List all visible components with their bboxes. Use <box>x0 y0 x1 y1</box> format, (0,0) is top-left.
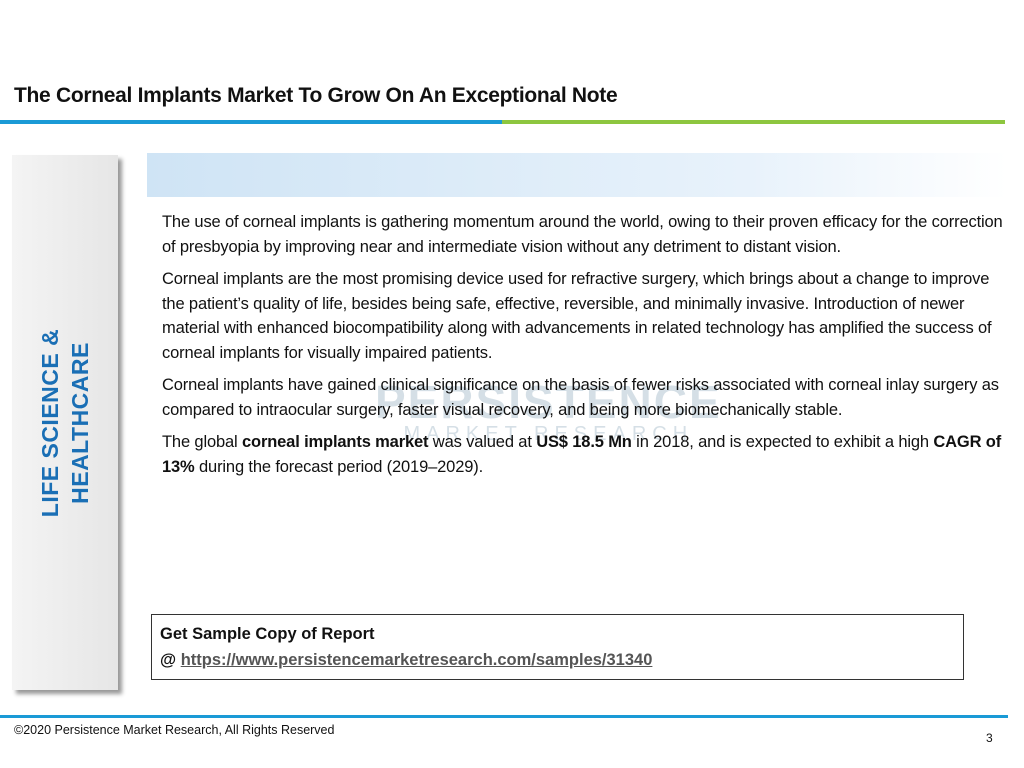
text-run: The global <box>162 433 242 451</box>
paragraph: Corneal implants are the most promising … <box>162 267 1007 365</box>
sample-heading: Get Sample Copy of Report <box>160 625 375 643</box>
header-band <box>147 153 1007 197</box>
text-run: Corneal implants are the most promising … <box>162 270 992 362</box>
watermark: PERSISTENCE MARKET RESEARCH <box>375 375 722 446</box>
footer-line <box>0 715 1008 718</box>
page-number: 3 <box>986 731 993 745</box>
title-bar-blue <box>0 120 502 124</box>
text-run: was valued at <box>428 433 537 451</box>
text-run: The use of corneal implants is gathering… <box>162 213 1003 256</box>
sidebar-label: LIFE SCIENCE & HEALTHCARE <box>12 155 118 690</box>
sample-box: Get Sample Copy of Report @ https://www.… <box>151 614 964 680</box>
body-text: The use of corneal implants is gathering… <box>162 210 1007 487</box>
bold-run: corneal implants market <box>242 433 429 451</box>
sidebar <box>12 155 118 690</box>
sample-link[interactable]: https://www.persistencemarketresearch.co… <box>180 651 653 669</box>
bold-run: CAGR of 13% <box>162 433 1002 476</box>
watermark-tagline: MARKET RESEARCH <box>403 423 694 445</box>
text-run: Corneal implants have gained clinical si… <box>162 376 999 419</box>
title-bar-green <box>502 120 1005 124</box>
paragraph: Corneal implants have gained clinical si… <box>162 373 1007 422</box>
paragraph: The use of corneal implants is gathering… <box>162 210 1007 259</box>
text-run: during the forecast period (2019–2029). <box>194 457 484 476</box>
bold-run: US$ 18.5 Mn <box>536 433 632 451</box>
paragraph: The global corneal implants market was v… <box>162 430 1007 479</box>
sidebar-line: LIFE SCIENCE & <box>37 328 63 517</box>
sidebar-text: LIFE SCIENCE & HEALTHCARE <box>35 328 95 516</box>
sample-prefix: @ <box>160 651 177 669</box>
sidebar-line: HEALTHCARE <box>67 341 93 504</box>
sample-link-row: @ https://www.persistencemarketresearch.… <box>160 647 955 673</box>
copyright: ©2020 Persistence Market Research, All R… <box>14 723 335 737</box>
watermark-name: PERSISTENCE <box>375 376 722 428</box>
text-run: in 2018, and is expected to exhibit a hi… <box>631 433 934 451</box>
slide-title: The Corneal Implants Market To Grow On A… <box>14 84 618 107</box>
